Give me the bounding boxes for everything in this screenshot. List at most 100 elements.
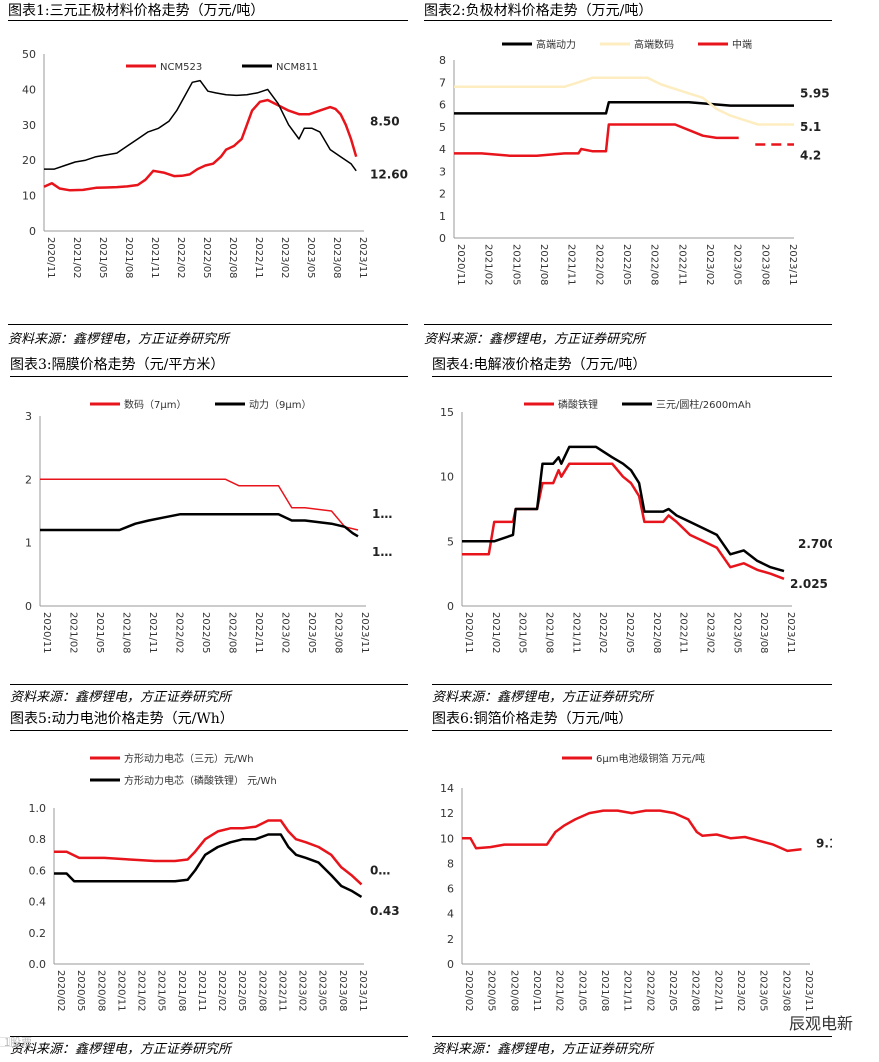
x-tick-label: 2022/02	[597, 612, 608, 654]
x-tick-label: 2022/11	[253, 612, 264, 654]
x-tick-label: 2021/02	[71, 237, 82, 279]
x-tick-label: 2020/05	[486, 970, 497, 1012]
x-tick-label: 2023/08	[758, 612, 769, 654]
panel-5: 图表5:动力电池价格走势（元/Wh） 0.0 0.2 0.4 0.6 0.8 1.0 202…	[10, 708, 408, 1062]
source-rule	[424, 324, 832, 325]
y-tick-label: 6	[447, 883, 454, 896]
source-note: 资料来源：鑫椤锂电，方正证券研究所	[424, 332, 646, 347]
chart-2: 0 1 2 3 4 5 6 7 8 2020/11 2021/02 2021/05 2021/08 202…	[439, 38, 830, 286]
y-tick-label: 0.8	[29, 833, 47, 846]
x-tick-label: 2021/02	[483, 244, 494, 286]
chart-3: 0 1 2 3 2020/11 2021/02 2021/05 2021/08 2021/11 2…	[25, 398, 392, 654]
watermark: 辰观电新	[788, 1014, 853, 1033]
y-tick-label: 3	[25, 410, 32, 423]
x-tick-label: 2023/05	[758, 970, 769, 1012]
x-tick-label: 2021/11	[566, 244, 577, 286]
x-tick-label: 2023/11	[787, 244, 798, 286]
legend-label: 方形动力电芯（三元）元/Wh	[124, 752, 254, 765]
x-tick-label: 2022/05	[200, 612, 211, 654]
x-tick-label: 2022/05	[236, 970, 247, 1012]
x-tick-label: 2020/11	[463, 612, 474, 654]
y-tick-label: 20	[22, 154, 36, 167]
series-line	[54, 833, 363, 898]
x-tick-label: 2022/11	[276, 970, 287, 1012]
x-tick-label: 2023/11	[785, 612, 796, 654]
y-tick-label: 0.6	[29, 864, 47, 877]
data-label: 0.43	[370, 904, 400, 918]
y-tick-label: 2	[439, 188, 446, 201]
panel-4: 图表4:电解液价格走势（万元/吨） 0 5 10 15 2020/11 2021/02 20…	[432, 354, 832, 705]
x-tick-label: 2021/11	[149, 237, 160, 279]
x-tick-label: 2021/02	[136, 970, 147, 1012]
data-label: 2.025	[790, 577, 828, 591]
y-tick-label: 5	[447, 535, 454, 548]
x-tick-label: 2023/08	[780, 970, 791, 1012]
source-rule	[8, 324, 408, 325]
x-tick-label: 2023/02	[297, 970, 308, 1012]
y-tick-label: 50	[22, 48, 36, 61]
panel-2: 图表2:负极材料价格走势（万元/吨） 0 1 2 3 4 5 6 7 8 2020/11 2021/…	[424, 0, 832, 350]
source-note: 资料来源：鑫椤锂电，方正证券研究所	[10, 690, 232, 705]
x-tick-label: 2021/05	[517, 612, 528, 654]
legend-label: 动力（9μm）	[249, 398, 311, 411]
x-tick-label: 2021/11	[622, 970, 633, 1012]
legend-label: NCM523	[160, 62, 202, 73]
legend-label: 数码（7μm）	[124, 398, 186, 411]
y-tick-label: 30	[22, 119, 36, 132]
data-label: 12.60	[370, 167, 408, 181]
y-tick-label: 8	[439, 54, 446, 67]
legend-label: 方形动力电芯（磷酸铁锂） 元/Wh	[124, 774, 277, 787]
x-tick-label: 2022/11	[712, 970, 723, 1012]
data-label: 5.1	[800, 120, 821, 134]
x-tick-label: 2020/11	[455, 244, 466, 286]
x-tick-label: 2021/08	[121, 612, 132, 654]
x-tick-label: 2022/08	[649, 244, 660, 286]
x-tick-label: 2021/05	[510, 244, 521, 286]
series-line	[454, 76, 794, 126]
y-tick-label: 0.0	[29, 958, 47, 971]
x-tick-label: 2022/11	[676, 244, 687, 286]
y-tick-label: 2	[447, 933, 454, 946]
chart-4: 0 5 10 15 2020/11 2021/02 2021/05 2021/08 2021/1…	[440, 398, 832, 654]
y-tick-label: 0.2	[29, 927, 47, 940]
x-tick-label: 2020/11	[45, 237, 56, 279]
x-tick-label: 2020/08	[508, 970, 519, 1012]
series-line	[40, 512, 359, 538]
chart-title: 图表6:铜箔价格走势（万元/吨）	[432, 711, 633, 727]
chart-title: 图表1:三元正极材料价格走势（万元/吨）	[8, 3, 265, 19]
y-tick-label: 10	[22, 190, 36, 203]
x-tick-label: 2021/08	[544, 612, 555, 654]
source-note: 资料来源：鑫椤锂电，方正证券研究所	[8, 332, 230, 347]
x-tick-label: 2022/08	[227, 237, 238, 279]
y-tick-label: 2	[25, 473, 32, 486]
title-rule	[10, 730, 408, 731]
panel-6: 图表6:铜箔价格走势（万元/吨） 0 2 4 6 8 10 12 14 2020/02 2020/…	[432, 708, 832, 1062]
watermark-left: 1⃞股票	[4, 1036, 33, 1049]
y-tick-label: 0	[25, 600, 32, 613]
data-label: 4.2	[800, 149, 821, 163]
series-line	[40, 478, 359, 531]
x-tick-label: 2023/08	[337, 970, 348, 1012]
x-tick-label: 2022/11	[253, 237, 264, 279]
y-tick-label: 0	[439, 232, 446, 245]
chart-6: 0 2 4 6 8 10 12 14 2020/02 2020/05 2020/08 2020/11 2…	[440, 752, 832, 1012]
x-tick-label: 2022/05	[667, 970, 678, 1012]
legend-label: 中端	[732, 38, 752, 51]
x-tick-label: 2022/02	[175, 237, 186, 279]
x-tick-label: 2023/02	[735, 970, 746, 1012]
legend-label: NCM811	[276, 62, 318, 73]
x-tick-label: 2021/08	[599, 970, 610, 1012]
source-note: 资料来源：鑫椤锂电，方正证券研究所	[432, 1042, 654, 1057]
legend-label: 磷酸铁锂	[558, 398, 598, 411]
y-tick-label: 1.0	[29, 802, 47, 815]
data-label: 9.12	[816, 836, 832, 850]
x-tick-label: 2022/02	[216, 970, 227, 1012]
x-tick-label: 2023/02	[705, 612, 716, 654]
y-tick-label: 4	[439, 143, 446, 156]
x-tick-label: 2020/11	[41, 612, 52, 654]
y-tick-label: 0	[447, 600, 454, 613]
series-line	[462, 809, 802, 853]
x-tick-label: 2023/02	[280, 612, 291, 654]
x-tick-label: 2021/11	[196, 970, 207, 1012]
y-tick-label: 10	[440, 471, 454, 484]
